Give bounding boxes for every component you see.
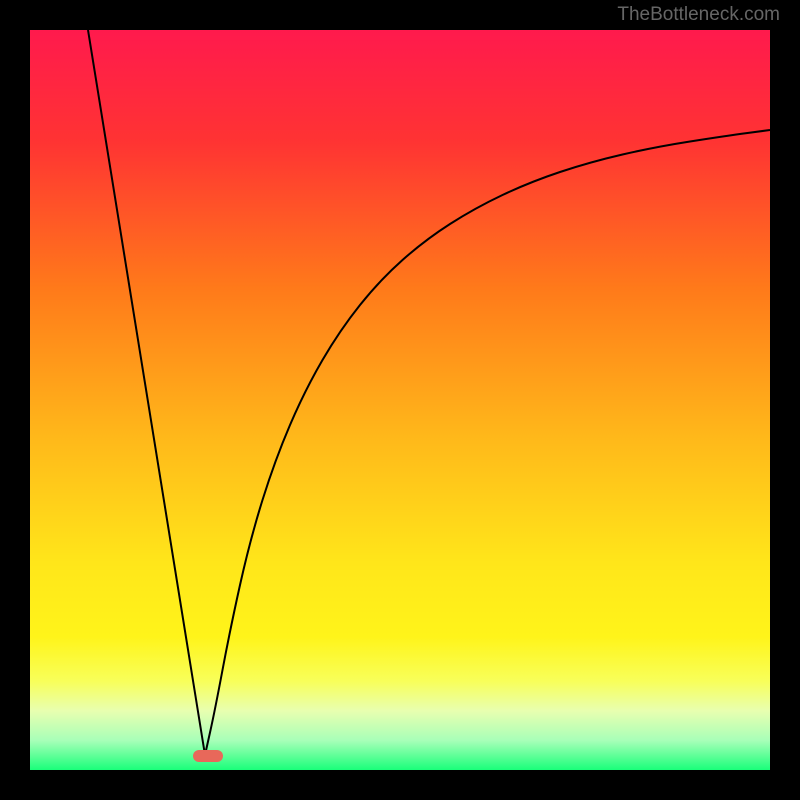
watermark-text: TheBottleneck.com — [617, 4, 780, 26]
optimal-marker — [193, 750, 223, 762]
bottleneck-curve — [30, 30, 770, 770]
plot-area — [30, 30, 770, 770]
